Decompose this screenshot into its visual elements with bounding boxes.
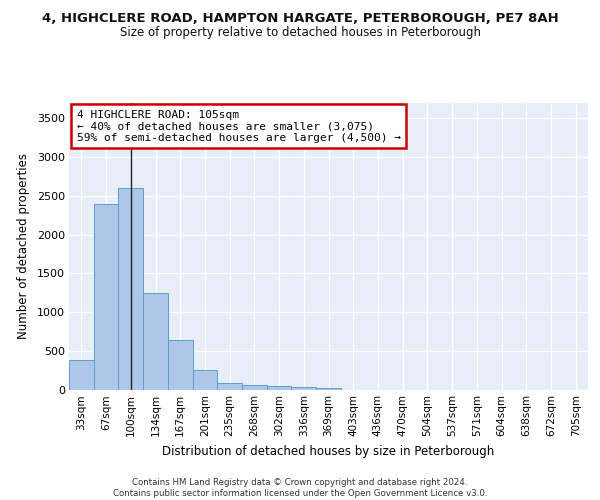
- Text: Contains HM Land Registry data © Crown copyright and database right 2024.
Contai: Contains HM Land Registry data © Crown c…: [113, 478, 487, 498]
- Bar: [292, 387, 316, 390]
- Bar: [143, 293, 168, 390]
- X-axis label: Distribution of detached houses by size in Peterborough: Distribution of detached houses by size …: [163, 444, 494, 458]
- Bar: [69, 360, 94, 390]
- Bar: [217, 382, 242, 390]
- Bar: [316, 388, 341, 390]
- Bar: [242, 386, 267, 390]
- Y-axis label: Number of detached properties: Number of detached properties: [17, 153, 30, 340]
- Text: 4 HIGHCLERE ROAD: 105sqm
← 40% of detached houses are smaller (3,075)
59% of sem: 4 HIGHCLERE ROAD: 105sqm ← 40% of detach…: [77, 110, 401, 143]
- Bar: [168, 340, 193, 390]
- Bar: [267, 386, 292, 390]
- Bar: [118, 188, 143, 390]
- Text: Size of property relative to detached houses in Peterborough: Size of property relative to detached ho…: [119, 26, 481, 39]
- Bar: [193, 370, 217, 390]
- Text: 4, HIGHCLERE ROAD, HAMPTON HARGATE, PETERBOROUGH, PE7 8AH: 4, HIGHCLERE ROAD, HAMPTON HARGATE, PETE…: [41, 12, 559, 26]
- Bar: [94, 204, 118, 390]
